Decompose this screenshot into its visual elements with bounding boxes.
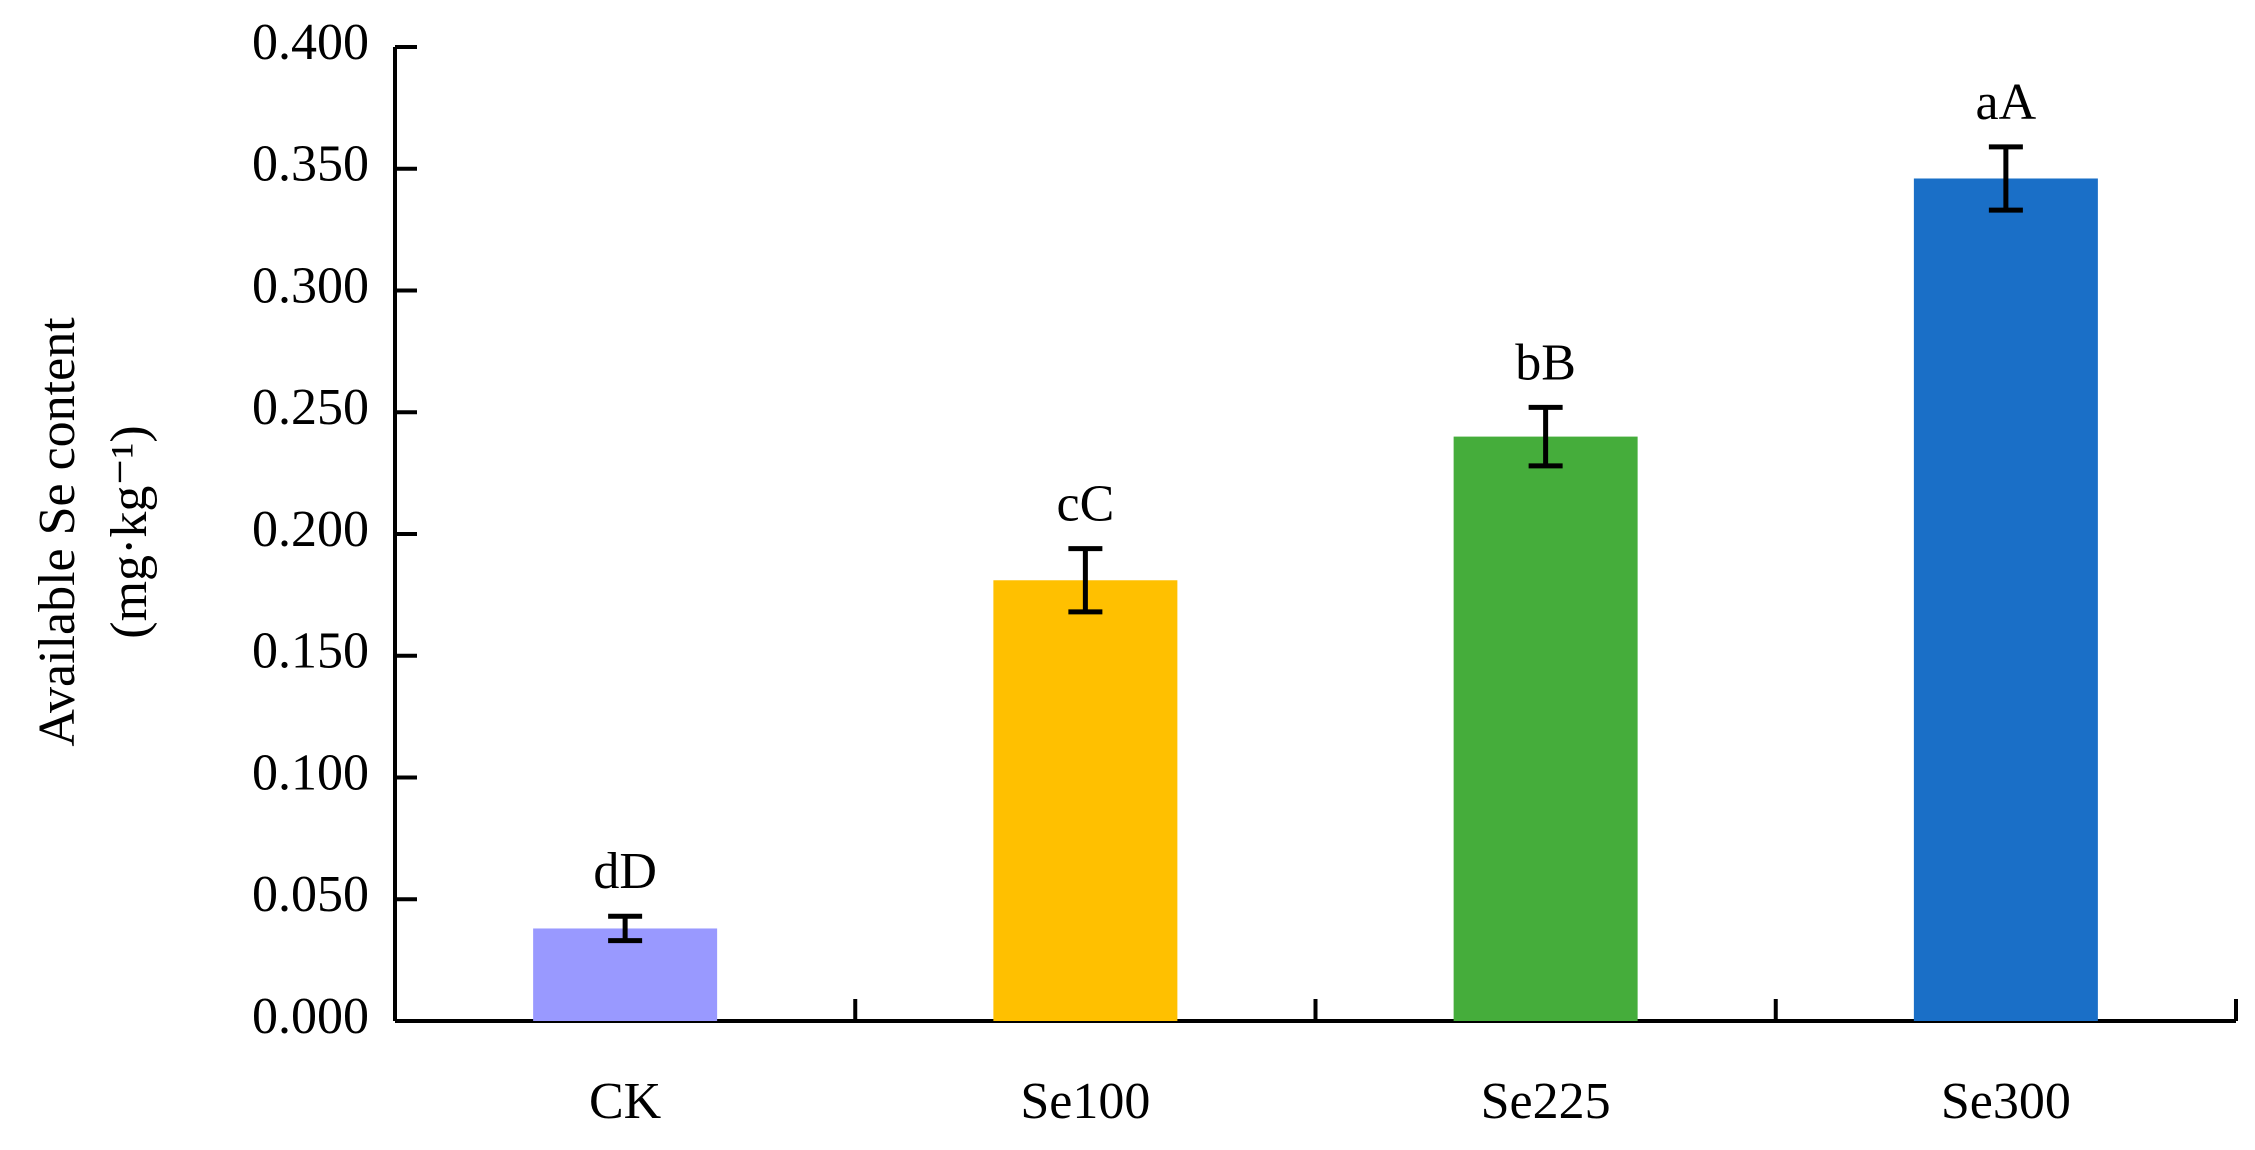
error-bar	[608, 913, 643, 944]
significance-label: aA	[1976, 74, 2037, 131]
x-tick-label: Se300	[1941, 1073, 2071, 1130]
bar	[533, 928, 718, 1021]
bar	[1453, 436, 1638, 1022]
y-tick-label: 0.300	[252, 257, 369, 314]
y-tick-label: 0.400	[252, 14, 369, 71]
y-tick-label: 0.150	[252, 623, 369, 680]
y-axis-label-line: Available Se content	[29, 317, 86, 747]
x-tick-label: Se225	[1481, 1073, 1611, 1130]
y-tick-label: 0.250	[252, 379, 369, 436]
significance-label: dD	[593, 843, 657, 900]
error-bar	[1988, 144, 2023, 213]
y-tick-label: 0.350	[252, 136, 369, 193]
y-axis-label: Available Se content (mg·kg⁻¹)	[29, 317, 158, 747]
y-tick-label: 0.000	[252, 988, 369, 1045]
y-tick-label: 0.100	[252, 744, 369, 801]
y-tick-label: 0.050	[252, 866, 369, 923]
y-tick-label: 0.200	[252, 501, 369, 558]
bar	[993, 580, 1178, 1021]
error-bar	[1528, 404, 1563, 469]
y-axis-label-line: (mg·kg⁻¹)	[101, 425, 158, 638]
x-tick-label: CK	[589, 1073, 662, 1130]
significance-label: bB	[1515, 334, 1576, 391]
significance-label: cC	[1056, 476, 1114, 533]
bar	[1913, 178, 2098, 1022]
error-bar	[1068, 546, 1103, 615]
x-tick-label: Se100	[1020, 1073, 1150, 1130]
